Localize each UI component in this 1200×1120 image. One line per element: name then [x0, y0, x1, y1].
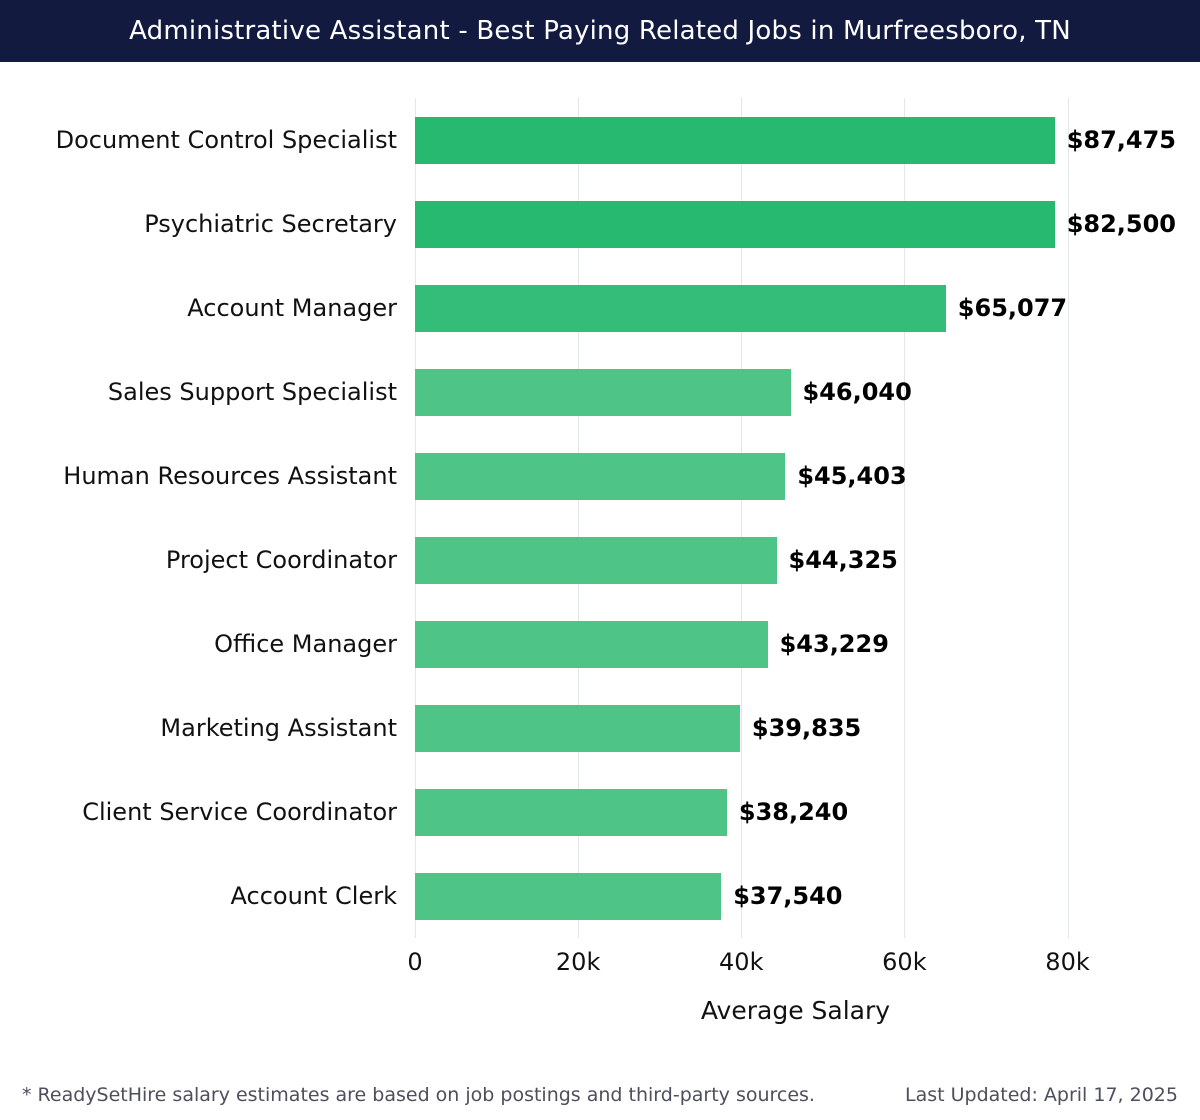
gridline — [578, 98, 580, 938]
category-label: Sales Support Specialist — [107, 378, 397, 406]
bar-rows: $87,475 $82,500 $65,077 $46,040 $45,403 $44,3… — [415, 98, 1176, 938]
category-label: Document Control Specialist — [55, 126, 397, 154]
bar — [415, 284, 946, 332]
category-label: Psychiatric Secretary — [144, 210, 397, 238]
chart-title: Administrative Assistant - Best Paying R… — [129, 16, 1071, 46]
bar-value-label: $39,835 — [751, 714, 862, 742]
bar-row: $38,240 — [415, 770, 1176, 854]
bar-row: $39,835 — [415, 686, 1176, 770]
gridline — [1067, 98, 1069, 938]
bar-row: $45,403 — [415, 434, 1176, 518]
gridline — [415, 98, 416, 938]
bar — [415, 788, 727, 836]
bar-row: $37,540 — [415, 854, 1176, 938]
bar — [415, 116, 1055, 164]
bar — [415, 536, 777, 584]
bar-row: $65,077 — [415, 266, 1176, 350]
bar-value-label: $44,325 — [788, 546, 898, 574]
bar-row: $43,229 — [415, 602, 1176, 686]
gridline — [904, 98, 906, 938]
x-tick-label: 80k — [1045, 948, 1090, 976]
bar — [415, 452, 786, 500]
bar-row: $44,325 — [415, 518, 1176, 602]
gridlines — [415, 98, 1176, 938]
x-tick-label: 40k — [719, 948, 764, 976]
category-label: Human Resources Assistant — [63, 462, 397, 490]
x-axis-ticks: 0 20k 40k 60k 80k — [407, 938, 1176, 980]
x-axis-title: Average Salary — [700, 996, 891, 1025]
category-label: Project Coordinator — [165, 546, 397, 574]
bar-value-label: $45,403 — [797, 462, 907, 490]
bar-row: $87,475 — [415, 98, 1176, 182]
footer-last-updated: Last Updated: April 17, 2025 — [904, 1084, 1178, 1106]
bar-value-label: $46,040 — [802, 378, 912, 406]
bar — [415, 872, 722, 920]
x-tick-label: 0 — [407, 948, 423, 976]
category-labels-column: Document Control Specialist Psychiatric S… — [0, 98, 415, 938]
bar — [415, 704, 740, 752]
gridline — [741, 98, 743, 938]
category-label: Office Manager — [214, 630, 397, 658]
bar-value-label: $43,229 — [779, 630, 889, 658]
bar-chart: Document Control Specialist Psychiatric S… — [0, 98, 1200, 938]
footer-note: * ReadySetHire salary estimates are base… — [22, 1084, 815, 1106]
bar-row: $46,040 — [415, 350, 1176, 434]
chart-header: Administrative Assistant - Best Paying R… — [0, 0, 1200, 62]
plot-area: $87,475 $82,500 $65,077 $46,040 $45,403 $44,3… — [415, 98, 1176, 938]
category-label: Marketing Assistant — [160, 714, 397, 742]
bar — [415, 620, 768, 668]
x-tick-label: 60k — [882, 948, 927, 976]
bar — [415, 368, 791, 416]
x-tick-label: 20k — [555, 948, 601, 976]
chart-footer: * ReadySetHire salary estimates are base… — [22, 1084, 1178, 1106]
bar-value-label: $65,077 — [957, 294, 1068, 322]
category-label: Account Manager — [187, 294, 397, 322]
category-label: Client Service Coordinator — [82, 798, 397, 826]
bar — [415, 200, 1055, 248]
bar-row: $82,500 — [415, 182, 1176, 266]
bar-value-label: $37,540 — [733, 882, 843, 910]
bar-value-label: $82,500 — [1066, 210, 1176, 238]
bar-value-label: $38,240 — [738, 798, 849, 826]
category-label: Account Clerk — [230, 882, 398, 910]
bar-value-label: $87,475 — [1066, 126, 1176, 154]
